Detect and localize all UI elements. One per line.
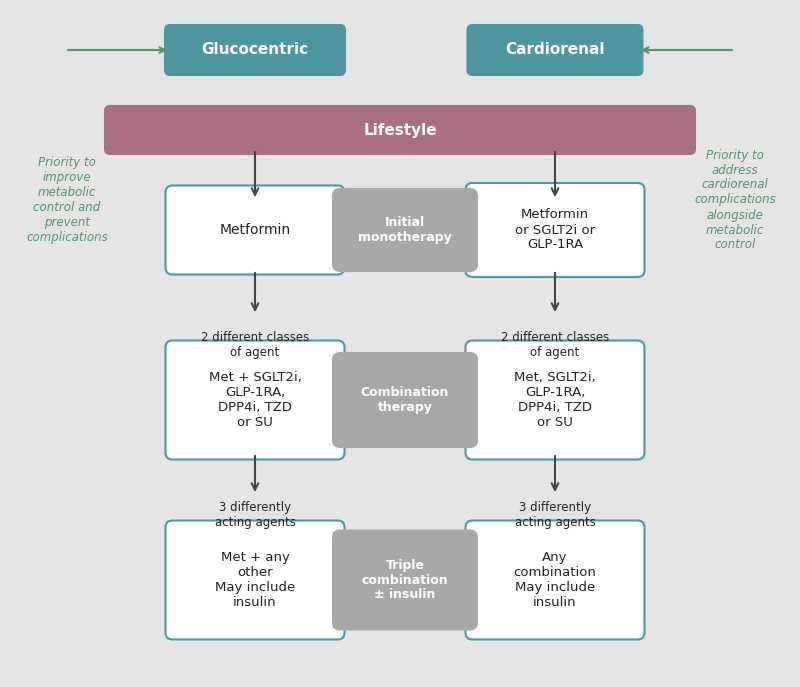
Text: Glucocentric: Glucocentric — [202, 43, 309, 58]
FancyBboxPatch shape — [333, 353, 477, 447]
FancyBboxPatch shape — [166, 341, 345, 460]
FancyBboxPatch shape — [166, 185, 345, 275]
FancyBboxPatch shape — [466, 521, 645, 640]
FancyBboxPatch shape — [467, 25, 642, 75]
Text: Initial
monotherapy: Initial monotherapy — [358, 216, 452, 244]
Text: Met + any
other
May include
insulin: Met + any other May include insulin — [215, 551, 295, 609]
Text: Priority to
address
cardiorenal
complications
alongside
metabolic
control: Priority to address cardiorenal complica… — [694, 148, 776, 251]
Text: Any
combination
May include
insulin: Any combination May include insulin — [514, 551, 597, 609]
FancyBboxPatch shape — [105, 106, 695, 154]
Text: Metformin: Metformin — [219, 223, 290, 237]
FancyBboxPatch shape — [333, 189, 477, 271]
Text: 2 different classes
of agent: 2 different classes of agent — [201, 331, 309, 359]
FancyBboxPatch shape — [333, 530, 477, 629]
Text: Priority to
improve
metabolic
control and
prevent
complications: Priority to improve metabolic control an… — [26, 156, 108, 244]
Text: Combination
therapy: Combination therapy — [361, 386, 449, 414]
FancyBboxPatch shape — [466, 183, 645, 277]
Text: Cardiorenal: Cardiorenal — [506, 43, 605, 58]
FancyBboxPatch shape — [165, 25, 345, 75]
Text: 2 different classes
of agent: 2 different classes of agent — [501, 331, 609, 359]
Text: Lifestyle: Lifestyle — [363, 122, 437, 137]
Text: Triple
combination
± insulin: Triple combination ± insulin — [362, 559, 448, 602]
Text: Metformin
or SGLT2i or
GLP-1RA: Metformin or SGLT2i or GLP-1RA — [515, 208, 595, 251]
FancyBboxPatch shape — [466, 341, 645, 460]
Text: 3 differently
acting agents: 3 differently acting agents — [214, 501, 295, 529]
Text: Met, SGLT2i,
GLP-1RA,
DPP4i, TZD
or SU: Met, SGLT2i, GLP-1RA, DPP4i, TZD or SU — [514, 371, 596, 429]
Text: 3 differently
acting agents: 3 differently acting agents — [514, 501, 595, 529]
FancyBboxPatch shape — [166, 521, 345, 640]
Text: Met + SGLT2i,
GLP-1RA,
DPP4i, TZD
or SU: Met + SGLT2i, GLP-1RA, DPP4i, TZD or SU — [209, 371, 302, 429]
